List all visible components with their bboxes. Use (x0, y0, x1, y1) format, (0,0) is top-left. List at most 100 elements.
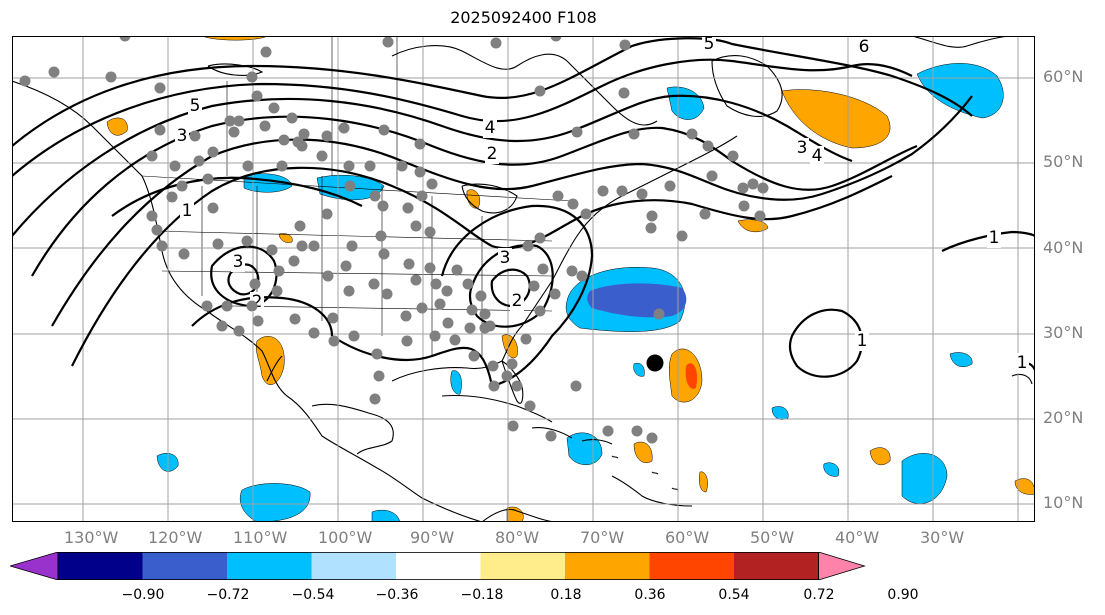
colorbar-label: −0.90 (121, 587, 165, 603)
station-dot (169, 160, 181, 172)
lon-label: 90°W (410, 528, 455, 547)
anomaly-fill (685, 363, 698, 389)
contour-line (440, 204, 594, 388)
station-dot (534, 232, 546, 244)
station-dot (154, 124, 166, 136)
station-dot (294, 220, 306, 232)
station-dot (346, 240, 358, 252)
lon-label: 40°W (835, 528, 880, 547)
station-dot (468, 350, 480, 362)
contour-label-bg (180, 201, 194, 221)
station-dot (416, 190, 428, 202)
station-dot (414, 138, 426, 150)
border (151, 230, 553, 242)
colorbar-segment (311, 552, 396, 580)
station-dot (487, 360, 499, 372)
station-dot (368, 278, 380, 290)
contour-label-bg (795, 138, 809, 158)
contour-label: 3 (177, 126, 188, 146)
station-dot (597, 185, 609, 197)
station-dot (340, 260, 352, 272)
station-dot (522, 240, 534, 252)
station-dot (441, 285, 453, 297)
station-dot (631, 425, 643, 437)
coastline (481, 508, 558, 522)
station-dot (327, 312, 339, 324)
coastline (12, 80, 483, 522)
station-dot (451, 264, 463, 276)
contour-line (12, 94, 853, 237)
colorbar-label: −0.72 (206, 587, 250, 603)
contour-line (941, 230, 1035, 252)
coastline (581, 439, 613, 445)
storm-center-marker (646, 354, 664, 372)
anomaly-fill (699, 471, 708, 493)
station-dot (396, 160, 408, 172)
coastline (611, 455, 679, 491)
station-dot (246, 71, 258, 83)
station-dot (602, 425, 614, 437)
anomaly-fill (633, 362, 645, 377)
station-dot (260, 46, 272, 58)
contour-label-bg (857, 37, 871, 57)
contour-label-bg (175, 126, 189, 146)
station-dot (646, 210, 658, 222)
anomaly-fill (949, 352, 973, 367)
station-dot (166, 191, 178, 203)
station-dot (375, 230, 387, 242)
station-dot (645, 222, 657, 234)
contour-label: 5 (704, 36, 715, 54)
station-dot (212, 238, 224, 250)
anomaly-fill (823, 462, 840, 477)
anomaly-fill (501, 334, 518, 359)
station-dot (321, 130, 333, 142)
contour-line (227, 263, 260, 296)
lon-label: 60°W (665, 528, 710, 547)
station-dot (475, 290, 487, 302)
map-title: 2025092400 F108 (450, 8, 597, 27)
station-dot (246, 300, 258, 312)
station-dot (201, 300, 213, 312)
colorbar-segment (565, 552, 650, 580)
coastline (711, 55, 783, 117)
station-dot (298, 128, 310, 140)
contour-label-bg (498, 248, 512, 268)
station-dot (268, 102, 280, 114)
colorbar-label: 0.18 (550, 587, 582, 603)
contour-label: 1 (1017, 353, 1028, 373)
coastline (461, 183, 518, 214)
anomaly-fill (239, 483, 311, 522)
colorbar-label: −0.36 (375, 587, 419, 603)
station-dot (507, 420, 519, 432)
station-dot (259, 120, 271, 132)
station-dot (524, 400, 536, 412)
anomaly-fill (869, 447, 891, 466)
contour-line (12, 58, 913, 177)
station-dot (343, 285, 355, 297)
station-dot (278, 134, 290, 146)
station-dot (754, 210, 766, 222)
anomaly-fill (255, 336, 285, 385)
station-dot (449, 334, 461, 346)
station-dot (242, 160, 254, 172)
station-dot (377, 200, 389, 212)
contour-line (788, 308, 864, 378)
border (141, 175, 573, 202)
station-dot (289, 313, 301, 325)
contour-label-bg (855, 331, 869, 351)
station-dot (178, 248, 190, 260)
contour-label-bg (810, 146, 824, 166)
station-dot (727, 150, 739, 162)
station-dot (316, 150, 328, 162)
station-dot (322, 270, 334, 282)
station-dot (156, 240, 168, 252)
station-dot (442, 317, 454, 329)
colorbar-segment (142, 552, 227, 580)
contour-label-bg (231, 252, 245, 272)
contour-label: 3 (500, 248, 511, 268)
colorbar-segment (396, 552, 481, 580)
colorbar (10, 552, 866, 580)
contour-label-bg (510, 291, 524, 311)
station-dot (146, 210, 158, 222)
station-dot (706, 170, 718, 182)
